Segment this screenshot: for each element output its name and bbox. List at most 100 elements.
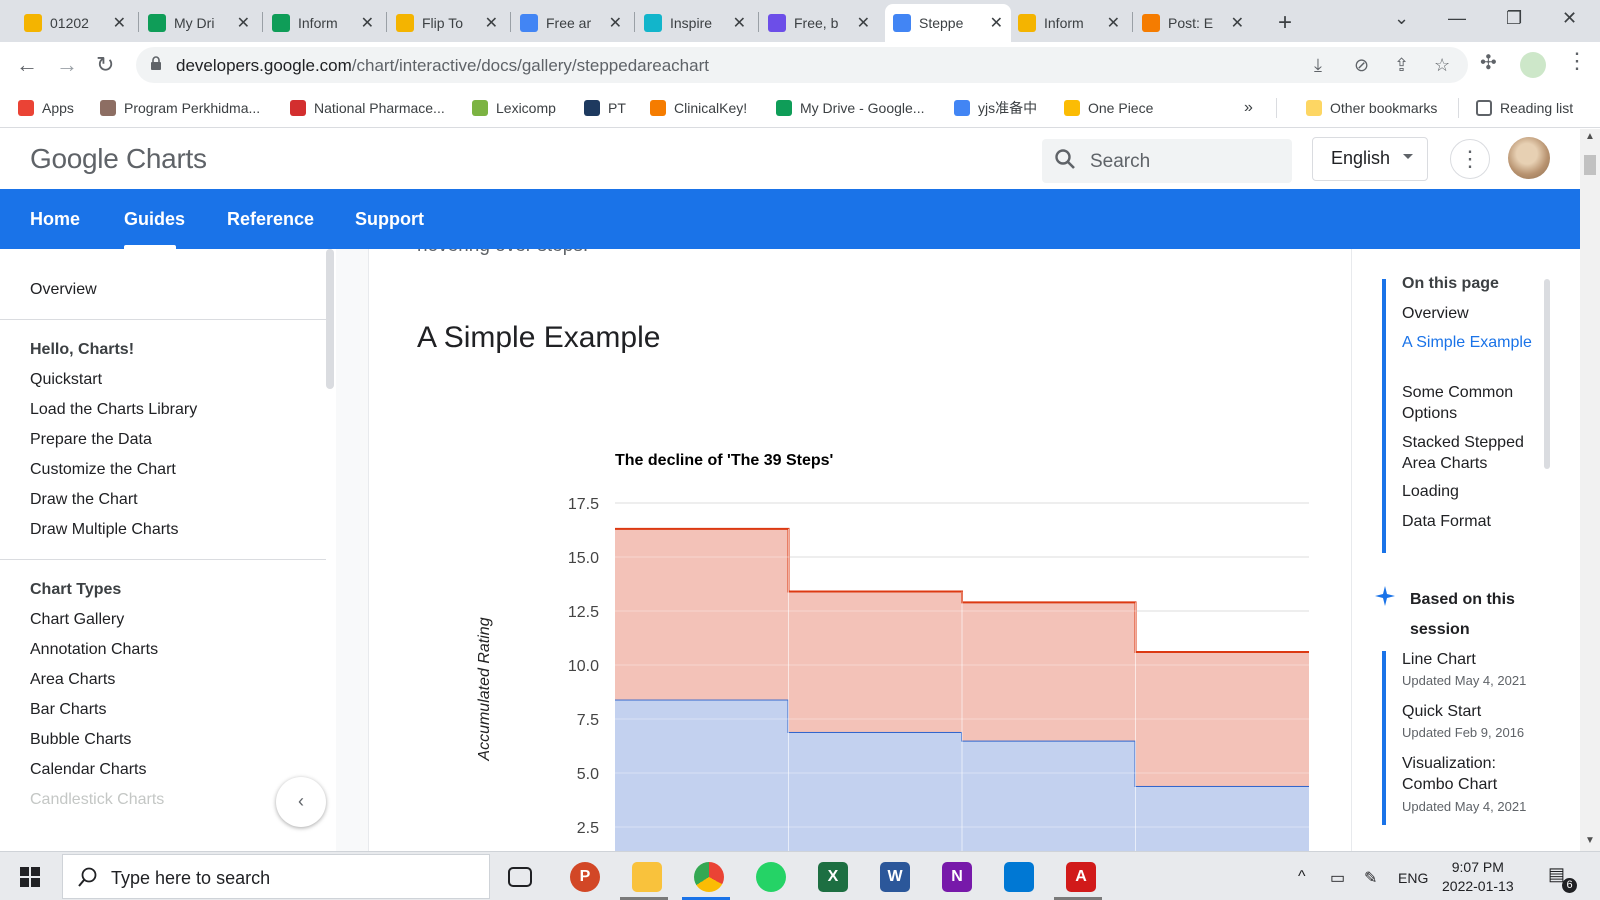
chrome-icon[interactable] xyxy=(694,862,724,892)
sidebar-item[interactable]: Quickstart xyxy=(30,371,103,388)
other-bookmarks-folder[interactable]: Other bookmarks xyxy=(1306,97,1437,119)
browser-tab[interactable]: Inspire ✕ xyxy=(636,4,754,42)
close-tab-icon[interactable]: ✕ xyxy=(856,15,870,32)
install-app-icon[interactable]: ⤓ xyxy=(1314,55,1322,75)
browser-tab[interactable]: 01202 ✕ xyxy=(16,4,134,42)
bookmark-item[interactable]: yjs准备中 xyxy=(954,97,1037,119)
google-charts-logo[interactable]: Google Charts xyxy=(30,143,207,175)
nav-support[interactable]: Support xyxy=(355,209,424,229)
close-tab-icon[interactable]: ✕ xyxy=(484,15,498,32)
address-bar[interactable]: developers.google.com/chart/interactive/… xyxy=(136,47,1468,83)
excel-icon[interactable]: X xyxy=(818,862,848,892)
sidebar-scrollbar[interactable] xyxy=(326,249,334,389)
sidebar-item-overview[interactable]: Overview xyxy=(30,281,97,298)
toc-item[interactable]: Some Common Options xyxy=(1402,384,1514,422)
browser-tab[interactable]: My Dri ✕ xyxy=(140,4,258,42)
sidebar-item[interactable]: Draw Multiple Charts xyxy=(30,521,179,538)
whatsapp-icon[interactable] xyxy=(756,862,786,892)
toc-scrollbar[interactable] xyxy=(1544,279,1550,469)
close-tab-icon[interactable]: ✕ xyxy=(989,15,1003,32)
browser-tab[interactable]: Inform ✕ xyxy=(264,4,382,42)
extensions-puzzle-icon[interactable]: ✣ xyxy=(1480,52,1497,74)
sidebar-item[interactable]: Chart Gallery xyxy=(30,611,125,628)
close-window-button[interactable]: ✕ xyxy=(1562,8,1578,28)
notification-icon[interactable]: ▤ xyxy=(1548,864,1566,884)
photos-icon[interactable] xyxy=(1004,862,1034,892)
close-tab-icon[interactable]: ✕ xyxy=(1106,15,1120,32)
browser-tab[interactable]: Flip To ✕ xyxy=(388,4,506,42)
nav-guides[interactable]: Guides xyxy=(124,209,186,229)
toc-item-current[interactable]: A Simple Example xyxy=(1402,334,1532,351)
bookmark-item[interactable]: Apps xyxy=(18,97,74,119)
onenote-icon[interactable]: N xyxy=(942,862,972,892)
tracking-blocked-icon[interactable]: ⊘ xyxy=(1354,55,1370,75)
sidebar-item[interactable]: Annotation Charts xyxy=(30,641,159,658)
sidebar-item[interactable]: Calendar Charts xyxy=(30,761,147,778)
sidebar-item[interactable]: Prepare the Data xyxy=(30,431,152,448)
powerpoint-icon[interactable]: P xyxy=(570,862,600,892)
language-select[interactable]: English xyxy=(1312,137,1428,181)
user-avatar[interactable] xyxy=(1508,137,1550,179)
scroll-down-arrow-icon[interactable]: ▼ xyxy=(1585,835,1595,846)
bookmark-item[interactable]: PT xyxy=(584,97,626,119)
more-options-icon[interactable]: ⋮ xyxy=(1450,139,1490,179)
acrobat-icon[interactable]: A xyxy=(1066,862,1096,892)
sidebar-item[interactable]: Bar Charts xyxy=(30,701,107,718)
browser-tab[interactable]: Free ar ✕ xyxy=(512,4,630,42)
recommendation-link[interactable]: Visualization: Combo Chart xyxy=(1402,755,1498,793)
nav-home[interactable]: Home xyxy=(30,209,81,229)
sidebar-item[interactable]: Customize the Chart xyxy=(30,461,176,478)
word-icon[interactable]: W xyxy=(880,862,910,892)
windows-start-icon[interactable] xyxy=(20,867,40,887)
chevron-up-icon[interactable]: ^ xyxy=(1298,868,1306,885)
bookmark-item[interactable]: My Drive - Google... xyxy=(776,97,924,119)
recommendation-link[interactable]: Quick Start xyxy=(1402,703,1482,720)
collapse-sidebar-button[interactable]: ‹ xyxy=(276,777,326,827)
nav-reference[interactable]: Reference xyxy=(227,209,315,229)
sidebar-item[interactable]: Bubble Charts xyxy=(30,731,132,748)
toc-item[interactable]: Loading xyxy=(1402,483,1459,500)
forward-arrow-icon[interactable]: → xyxy=(56,52,78,77)
browser-tab[interactable]: Post: E ✕ xyxy=(1134,4,1252,42)
browser-tab-active[interactable]: Steppe ✕ xyxy=(885,4,1011,42)
scroll-up-arrow-icon[interactable]: ▲ xyxy=(1585,131,1595,142)
input-language[interactable]: ENG xyxy=(1398,870,1429,886)
sidebar-item[interactable]: Area Charts xyxy=(30,671,116,688)
task-view-icon[interactable] xyxy=(508,867,532,887)
share-icon[interactable]: ⇪ xyxy=(1394,55,1410,75)
taskbar-search-input[interactable]: Type here to search xyxy=(62,854,490,899)
bookmark-item[interactable]: One Piece xyxy=(1064,97,1153,119)
file-explorer-icon[interactable] xyxy=(632,862,662,892)
close-tab-icon[interactable]: ✕ xyxy=(1230,15,1244,32)
reload-icon[interactable]: ↻ xyxy=(96,52,115,77)
back-arrow-icon[interactable]: ← xyxy=(16,52,38,77)
close-tab-icon[interactable]: ✕ xyxy=(112,15,126,32)
minimize-button[interactable]: — xyxy=(1448,8,1466,28)
tab-search-icon[interactable]: ⌄ xyxy=(1394,8,1410,28)
reading-list-button[interactable]: Reading list xyxy=(1476,97,1573,119)
bookmark-item[interactable]: Lexicomp xyxy=(472,97,556,119)
restore-button[interactable]: ❐ xyxy=(1506,8,1523,28)
site-search-input[interactable]: Search xyxy=(1042,139,1292,183)
bookmark-item[interactable]: National Pharmace... xyxy=(290,97,445,119)
close-tab-icon[interactable]: ✕ xyxy=(732,15,746,32)
browser-menu-icon[interactable]: ⋮ xyxy=(1566,48,1588,73)
profile-avatar[interactable] xyxy=(1520,52,1546,78)
browser-tab[interactable]: Inform ✕ xyxy=(1010,4,1128,42)
bookmark-star-icon[interactable]: ☆ xyxy=(1434,55,1451,75)
toc-item[interactable]: Stacked Stepped Area Charts xyxy=(1402,434,1524,472)
sidebar-item[interactable]: Load the Charts Library xyxy=(30,401,198,418)
bookmark-item[interactable]: Program Perkhidma... xyxy=(100,97,260,119)
close-tab-icon[interactable]: ✕ xyxy=(608,15,622,32)
bookmark-item[interactable]: ClinicalKey! xyxy=(650,97,747,119)
toc-item[interactable]: Overview xyxy=(1402,305,1469,322)
recommendation-link[interactable]: Line Chart xyxy=(1402,651,1476,668)
browser-tab[interactable]: Free, b ✕ xyxy=(760,4,878,42)
page-scrollbar[interactable]: ▲ ▼ xyxy=(1580,129,1600,851)
taskbar-clock[interactable]: 9:07 PM 2022-01-13 xyxy=(1442,858,1514,896)
scrollbar-thumb[interactable] xyxy=(1584,155,1596,175)
new-tab-button[interactable]: + xyxy=(1278,9,1293,36)
toc-item[interactable]: Data Format xyxy=(1402,513,1491,530)
sidebar-item[interactable]: Draw the Chart xyxy=(30,491,138,508)
bookmarks-overflow-button[interactable]: » xyxy=(1244,99,1253,116)
